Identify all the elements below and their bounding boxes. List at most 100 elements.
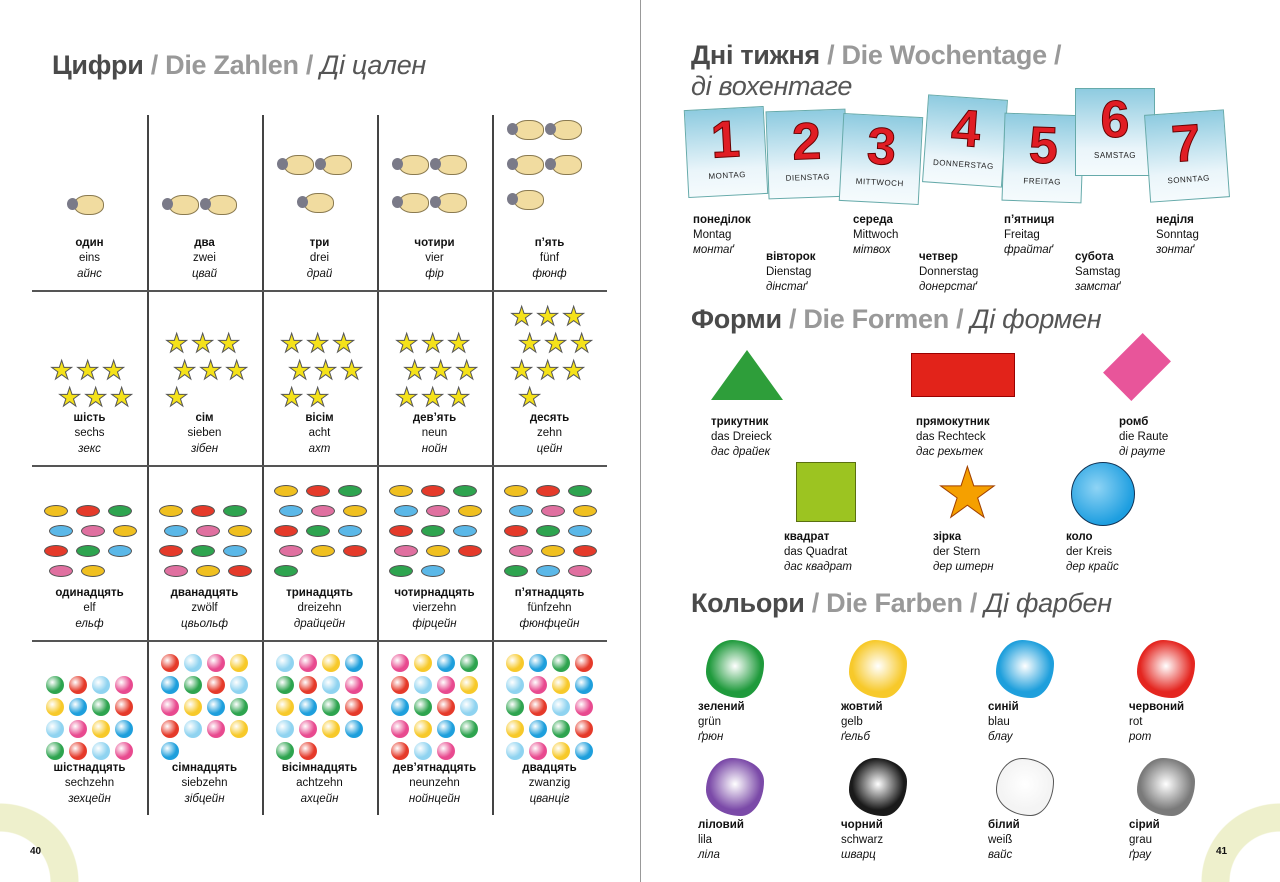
ball-icon — [115, 720, 133, 738]
star-icon: ★ — [313, 355, 338, 385]
candy-icon — [536, 525, 560, 537]
word-de: grün — [698, 716, 722, 728]
ball-icon — [92, 720, 110, 738]
number-label: дванадцять zwölf цвьольф — [147, 586, 262, 633]
star-icon: ★ — [339, 355, 364, 385]
word-de: fünfzehn — [527, 602, 572, 614]
number-label: вісім acht ахт — [262, 411, 377, 458]
word-de: Sonntag — [1156, 229, 1199, 241]
ball-icon — [391, 676, 409, 694]
word-de: lila — [698, 834, 713, 846]
word-uk: чотири — [414, 236, 455, 249]
word-uk: сім — [195, 411, 214, 424]
word-tr: ґельб — [841, 731, 870, 743]
word-tr: дас квадрат — [784, 561, 853, 573]
candy-icon — [108, 545, 132, 557]
calendar-day: FREITAG — [1023, 176, 1062, 187]
ball-icon — [69, 720, 87, 738]
sheep-head — [392, 158, 403, 170]
title-tr: ді вохентаге — [691, 71, 853, 101]
sep: / — [298, 50, 321, 80]
star-illustration: ★ ★ ★ ★ ★ ★ ★ ★ ★ ★ — [492, 290, 607, 415]
number-cell: одинадцять elf ельф — [32, 465, 147, 640]
word-tr: цвьольф — [181, 617, 228, 630]
candy-icon — [274, 485, 298, 497]
calendar-number: 5 — [1027, 116, 1059, 176]
ball-icon — [276, 698, 294, 716]
ball-icon — [299, 654, 317, 672]
number-cell: два zwei цвай — [147, 115, 262, 290]
ball-illustration — [262, 640, 377, 765]
ball-icon — [184, 698, 202, 716]
page-number: 41 — [1216, 846, 1228, 857]
word-de: siebzehn — [181, 777, 228, 789]
word-uk: двадцять — [522, 761, 577, 774]
candy-icon — [573, 545, 597, 557]
ball-icon — [207, 698, 225, 716]
sheep-head — [430, 196, 441, 208]
sheep-head — [507, 123, 518, 135]
candy-icon — [44, 545, 68, 557]
ball-icon — [414, 720, 432, 738]
sep: / — [948, 304, 971, 334]
sheep-icon — [315, 155, 352, 175]
ball-icon — [391, 698, 409, 716]
number-cell: двадцять zwanzig цванціг — [492, 640, 607, 815]
ball-icon — [230, 698, 248, 716]
star-icon: ★ — [446, 328, 471, 358]
star-icon: ★ — [543, 328, 568, 358]
candy-icon — [343, 545, 367, 557]
candy-icon — [228, 525, 252, 537]
word-uk: шість — [73, 411, 106, 424]
ball-icon — [322, 720, 340, 738]
word-tr: драй — [306, 267, 333, 280]
star-icon: ★ — [331, 328, 356, 358]
word-de: vierzehn — [412, 602, 457, 614]
candy-icon — [159, 545, 183, 557]
ball-icon — [92, 742, 110, 760]
word-uk: дев’ять — [412, 411, 457, 424]
calendar-day: SAMSTAG — [1093, 151, 1137, 160]
word-de: das Rechteck — [916, 431, 986, 443]
word-de: gelb — [841, 716, 863, 728]
color-label: червоний rot рот — [1129, 700, 1184, 745]
number-cell: шістнадцять sechzehn зехцейн — [32, 640, 147, 815]
ball-icon — [552, 720, 570, 738]
word-de: Montag — [693, 229, 732, 241]
word-uk: сірий — [1129, 819, 1160, 831]
star-icon: ★ — [49, 355, 74, 385]
word-de: achtzehn — [296, 777, 343, 789]
candy-icon — [426, 545, 450, 557]
weekday-label: середа Mittwoch мітвох — [853, 213, 898, 258]
ball-icon — [276, 742, 294, 760]
shape-label: квадрат das Quadrat дас квадрат — [784, 530, 852, 575]
number-cell: ★ ★ ★ ★ ★ ★ ★ ★ ★ дев’ять neun нойн — [377, 290, 492, 465]
candy-icon — [509, 505, 533, 517]
star-icon: ★ — [279, 382, 304, 412]
word-de: zwölf — [191, 602, 218, 614]
number-cell: чотирнадцять vierzehn фірцейн — [377, 465, 492, 640]
ball-icon — [230, 676, 248, 694]
sheep-icon — [67, 195, 104, 215]
word-de: dreizehn — [297, 602, 342, 614]
candy-icon — [196, 525, 220, 537]
ball-icon — [207, 654, 225, 672]
candy-icon — [338, 485, 362, 497]
candy-icon — [568, 525, 592, 537]
sheep-illustration — [262, 115, 377, 240]
number-label: два zwei цвай — [147, 236, 262, 283]
word-tr: фір — [425, 267, 444, 280]
word-de: blau — [988, 716, 1010, 728]
ball-icon — [299, 742, 317, 760]
candy-icon — [113, 525, 137, 537]
word-de: neun — [421, 427, 448, 439]
color-label: чорний schwarz шварц — [841, 818, 883, 863]
candy-icon — [196, 565, 220, 577]
sheep-head — [545, 158, 556, 170]
word-tr: фрайтаґ — [1004, 244, 1053, 256]
word-de: das Quadrat — [784, 546, 848, 558]
star-icon: ★ — [279, 328, 304, 358]
word-tr: замстаґ — [1075, 281, 1120, 293]
ball-icon — [345, 698, 363, 716]
paint-splash-icon — [706, 758, 764, 816]
